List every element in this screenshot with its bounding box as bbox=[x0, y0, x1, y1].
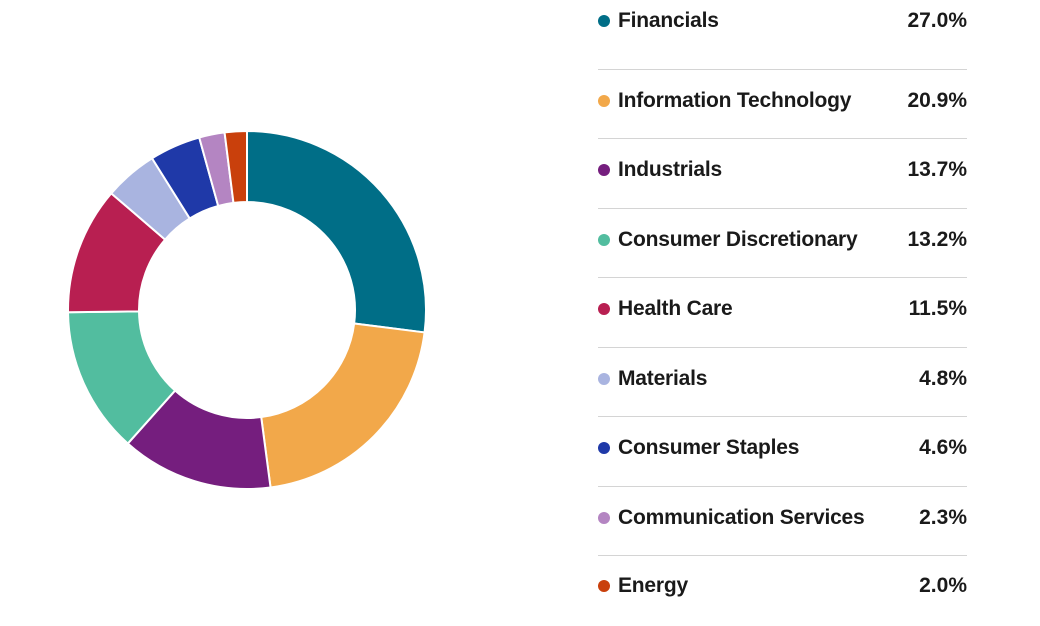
legend-label: Materials bbox=[618, 366, 708, 390]
legend-swatch bbox=[598, 442, 610, 454]
legend-value: 13.2% bbox=[907, 227, 967, 251]
legend-value: 27.0% bbox=[907, 9, 967, 32]
chart-legend: Financials 27.0% Information Technology … bbox=[598, 0, 967, 626]
legend-swatch bbox=[598, 94, 610, 107]
legend-label: Consumer Discretionary bbox=[618, 227, 858, 251]
legend-swatch bbox=[598, 511, 610, 524]
legend-label: Health Care bbox=[618, 297, 733, 320]
donut-slice-energy bbox=[223, 130, 248, 204]
legend-item-communication-services: Communication Services 2.3% bbox=[598, 487, 967, 556]
legend-item-materials: Materials 4.8% bbox=[598, 348, 967, 417]
donut-slice-financials bbox=[246, 130, 427, 334]
legend-swatch bbox=[598, 580, 610, 592]
legend-value: 13.7% bbox=[907, 158, 967, 181]
legend-item-energy: Energy 2.0% bbox=[598, 556, 967, 626]
donut-slice-information-technology bbox=[260, 322, 426, 489]
legend-swatch bbox=[598, 372, 610, 385]
legend-value: 20.9% bbox=[907, 88, 967, 112]
legend-label: Financials bbox=[618, 9, 719, 32]
legend-swatch bbox=[598, 233, 610, 246]
legend-label: Industrials bbox=[618, 158, 722, 181]
legend-label: Information Technology bbox=[618, 88, 852, 112]
legend-item-consumer-staples: Consumer Staples 4.6% bbox=[598, 417, 967, 487]
legend-item-consumer-discretionary: Consumer Discretionary 13.2% bbox=[598, 209, 967, 278]
legend-value: 11.5% bbox=[908, 297, 967, 320]
legend-label: Communication Services bbox=[618, 505, 865, 529]
legend-label: Consumer Staples bbox=[618, 436, 800, 459]
legend-item-financials: Financials 27.0% bbox=[598, 0, 967, 70]
legend-label: Energy bbox=[618, 574, 688, 597]
legend-item-industrials: Industrials 13.7% bbox=[598, 139, 967, 209]
donut-chart bbox=[67, 130, 427, 490]
legend-swatch bbox=[598, 15, 610, 27]
legend-item-health-care: Health Care 11.5% bbox=[598, 278, 967, 348]
legend-swatch bbox=[598, 164, 610, 176]
legend-value: 2.0% bbox=[919, 574, 967, 597]
legend-swatch bbox=[598, 303, 610, 315]
legend-value: 2.3% bbox=[919, 505, 967, 529]
legend-value: 4.8% bbox=[919, 366, 967, 390]
legend-value: 4.6% bbox=[919, 436, 967, 459]
legend-item-information-technology: Information Technology 20.9% bbox=[598, 70, 967, 139]
